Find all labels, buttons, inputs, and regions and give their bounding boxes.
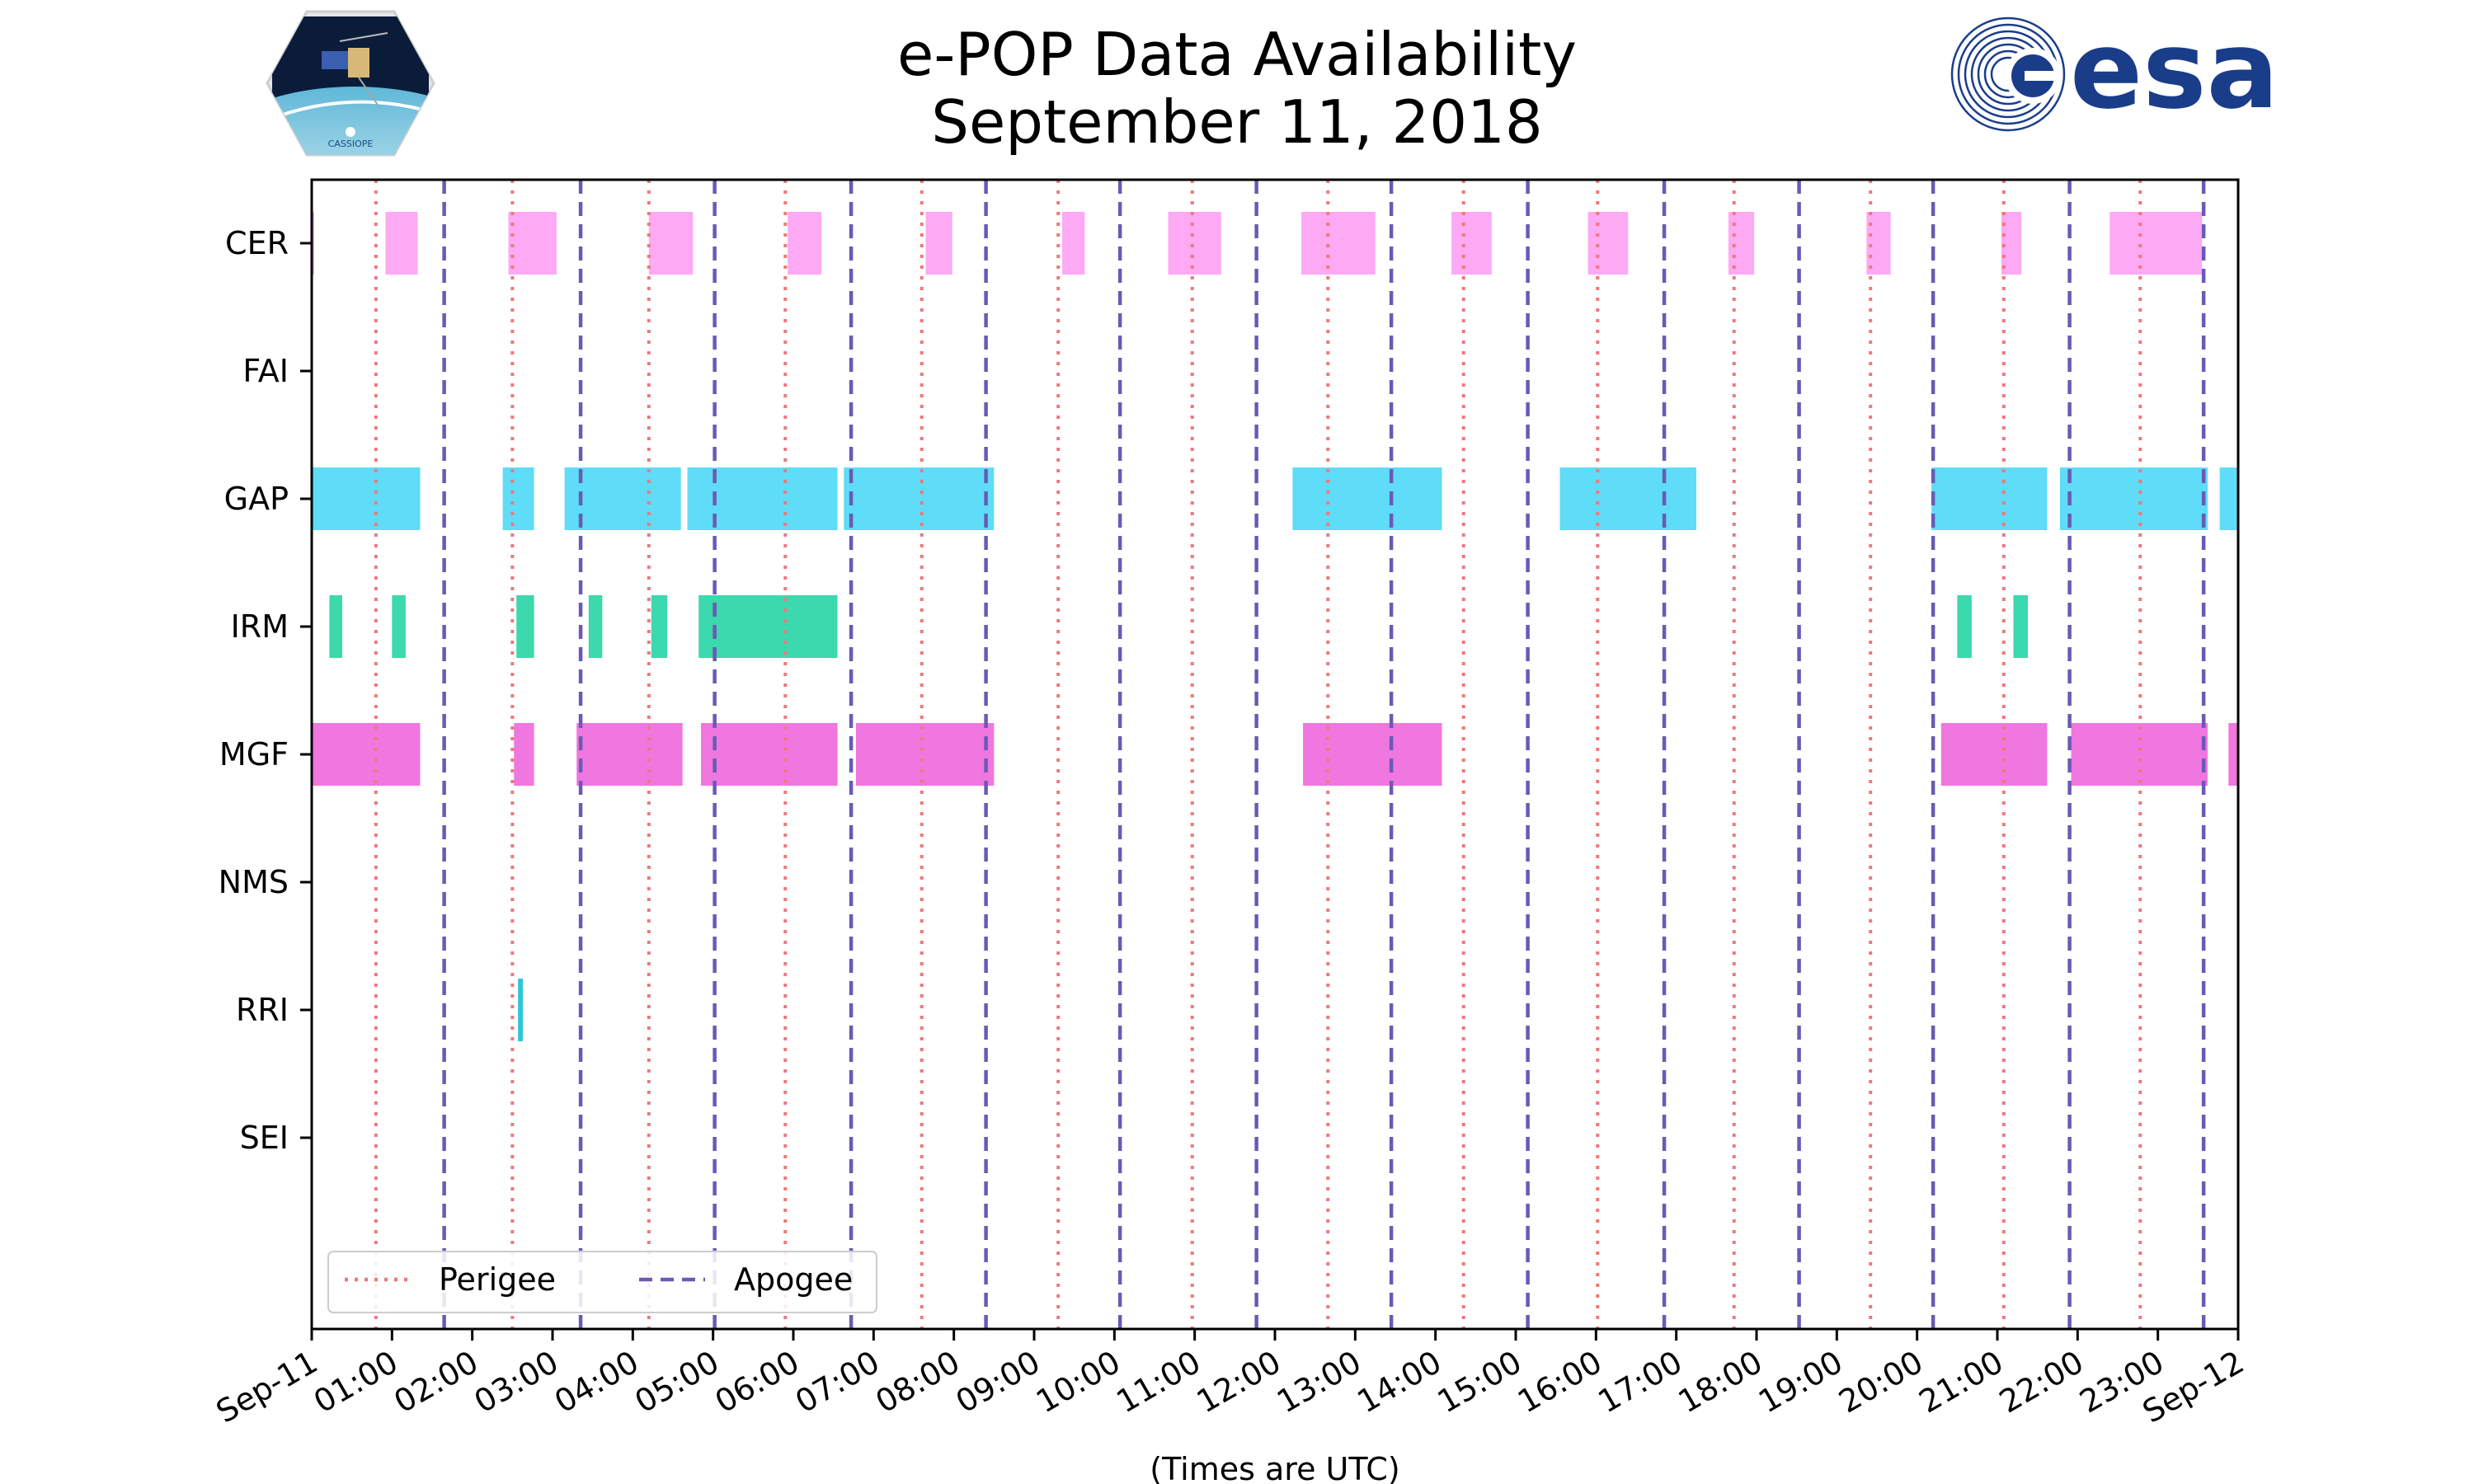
legend-perigee-label: Perigee — [439, 1261, 556, 1298]
bar-mgf-2 — [576, 723, 683, 786]
bar-cer-12 — [1866, 212, 1891, 275]
bar-irm-3 — [588, 595, 603, 658]
bar-mgf-7 — [2071, 723, 2208, 786]
y-tick-label-gap: GAP — [224, 481, 289, 517]
legend-apogee-label: Apogee — [734, 1261, 853, 1298]
x-tick-label-13: 13:00 — [1271, 1344, 1367, 1421]
bar-gap-0 — [312, 467, 421, 530]
y-tick-label-sei: SEI — [240, 1120, 289, 1156]
bar-irm-7 — [2013, 595, 2028, 658]
chart-title-line-1: e-POP Data Availability — [897, 20, 1577, 89]
x-tick-label-10: 10:00 — [1030, 1344, 1126, 1421]
y-tick-label-mgf: MGF — [219, 736, 289, 773]
y-tick-label-rri: RRI — [236, 992, 289, 1028]
bar-gap-4 — [844, 467, 995, 530]
bar-cer-4 — [788, 212, 822, 275]
x-tick-label-20: 20:00 — [1832, 1344, 1929, 1421]
bar-mgf-4 — [855, 723, 995, 786]
bar-mgf-5 — [1303, 723, 1442, 786]
bar-mgf-1 — [514, 723, 534, 786]
bar-cer-3 — [648, 212, 694, 275]
bar-cer-7 — [1168, 212, 1221, 275]
x-tick-label-21: 21:00 — [1913, 1344, 2010, 1421]
bar-cer-8 — [1301, 212, 1376, 275]
bar-cer-14 — [2109, 212, 2203, 275]
bar-mgf-3 — [701, 723, 838, 786]
bar-cer-2 — [508, 212, 557, 275]
x-tick-label-2: 02:00 — [388, 1344, 484, 1421]
x-tick-label-12: 12:00 — [1191, 1344, 1287, 1421]
bar-irm-5 — [698, 595, 838, 658]
y-tick-label-nms: NMS — [219, 864, 289, 900]
legend: Perigee Apogee — [327, 1251, 877, 1313]
bar-gap-5 — [1292, 467, 1442, 530]
x-tick-label-5: 05:00 — [628, 1344, 725, 1421]
bar-cer-1 — [385, 212, 418, 275]
x-tick-label-22: 22:00 — [1993, 1344, 2090, 1421]
esa-logo: esa — [1950, 16, 2279, 132]
bar-cer-11 — [1728, 212, 1755, 275]
x-tick-label-8: 08:00 — [869, 1344, 966, 1421]
bar-rri-0 — [518, 979, 523, 1041]
bar-mgf-0 — [312, 723, 421, 786]
x-tick-label-17: 17:00 — [1592, 1344, 1688, 1421]
bar-cer-10 — [1587, 212, 1629, 275]
bar-cer-9 — [1451, 212, 1492, 275]
chart-title-line-2: September 11, 2018 — [931, 87, 1543, 157]
x-tick-label-6: 06:00 — [709, 1344, 806, 1421]
x-tick-label-16: 16:00 — [1512, 1344, 1608, 1421]
bar-gap-9 — [2219, 467, 2238, 530]
bar-mgf-6 — [1940, 723, 2048, 786]
bar-gap-3 — [687, 467, 838, 530]
x-tick-label-3: 03:00 — [468, 1344, 565, 1421]
bar-irm-6 — [1957, 595, 1972, 658]
bar-gap-2 — [564, 467, 681, 530]
y-tick-label-irm: IRM — [231, 608, 289, 645]
esa-logo-text: esa — [2070, 16, 2279, 132]
y-tick-label-fai: FAI — [242, 353, 289, 389]
x-tick-label-15: 15:00 — [1432, 1344, 1528, 1421]
x-tick-label-9: 09:00 — [950, 1344, 1047, 1421]
bar-gap-8 — [2059, 467, 2208, 530]
bar-gap-1 — [502, 467, 534, 530]
bar-irm-1 — [392, 595, 406, 658]
bar-mgf-8 — [2228, 723, 2238, 786]
bar-irm-4 — [651, 595, 668, 658]
bar-cer-5 — [925, 212, 952, 275]
bar-cer-6 — [1062, 212, 1085, 275]
bar-gap-6 — [1559, 467, 1696, 530]
y-tick-label-cer: CER — [225, 225, 289, 261]
bar-cer-13 — [2001, 212, 2022, 275]
bar-irm-2 — [516, 595, 534, 658]
x-tick-label-11: 11:00 — [1110, 1344, 1206, 1421]
x-tick-label-7: 07:00 — [789, 1344, 886, 1421]
cassiope-logo: CASSIOPE — [266, 10, 435, 157]
legend-frame — [327, 1251, 877, 1313]
x-tick-label-18: 18:00 — [1672, 1344, 1769, 1421]
bar-gap-7 — [1931, 467, 2048, 530]
bar-irm-0 — [329, 595, 342, 658]
satellite-icon — [322, 32, 388, 108]
x-tick-label-14: 14:00 — [1351, 1344, 1447, 1421]
x-tick-label-0: Sep-11 — [210, 1344, 324, 1430]
x-tick-label-1: 01:00 — [308, 1344, 404, 1421]
x-tick-label-4: 04:00 — [548, 1344, 645, 1421]
x-axis-label: (Times are UTC) — [1150, 1451, 1399, 1484]
cassiope-logo-text: CASSIOPE — [328, 139, 374, 149]
x-tick-label-19: 19:00 — [1752, 1344, 1849, 1421]
